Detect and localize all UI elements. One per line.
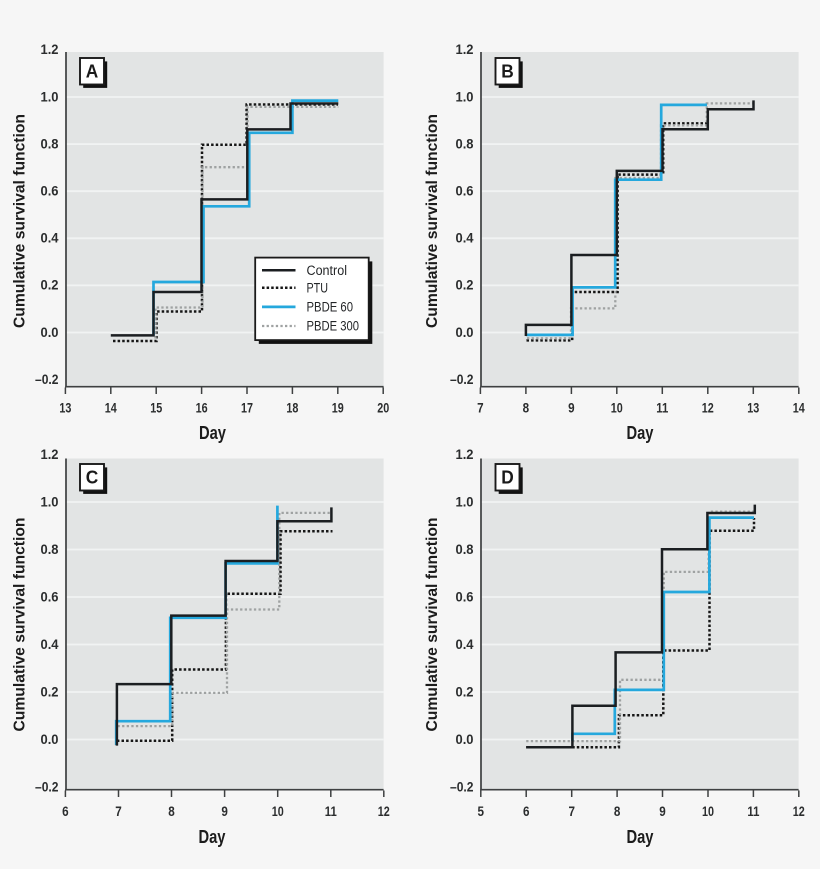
svg-text:9: 9 — [221, 803, 228, 819]
svg-text:13: 13 — [59, 400, 71, 416]
svg-text:0.4: 0.4 — [41, 230, 59, 246]
svg-text:0.8: 0.8 — [456, 541, 474, 557]
svg-text:0.8: 0.8 — [456, 135, 474, 151]
svg-text:14: 14 — [793, 400, 805, 416]
svg-text:12: 12 — [702, 400, 714, 416]
svg-text:D: D — [501, 468, 514, 488]
svg-text:18: 18 — [286, 400, 298, 416]
svg-text:0.0: 0.0 — [456, 731, 474, 747]
svg-text:5: 5 — [478, 803, 485, 819]
svg-text:11: 11 — [325, 803, 337, 819]
svg-text:0.6: 0.6 — [456, 588, 474, 604]
svg-text:13: 13 — [747, 400, 759, 416]
svg-text:Cumulative survival function: Cumulative survival function — [424, 114, 441, 328]
svg-text:10: 10 — [611, 400, 623, 416]
svg-text:8: 8 — [523, 400, 530, 416]
svg-text:0.2: 0.2 — [41, 277, 59, 293]
svg-text:–0.2: –0.2 — [35, 778, 59, 794]
svg-text:11: 11 — [747, 803, 759, 819]
svg-text:0.8: 0.8 — [41, 541, 59, 557]
svg-text:0.2: 0.2 — [456, 683, 474, 699]
svg-text:10: 10 — [272, 803, 284, 819]
svg-text:Day: Day — [199, 826, 227, 847]
svg-text:10: 10 — [702, 803, 714, 819]
svg-text:1.2: 1.2 — [41, 446, 59, 462]
svg-text:11: 11 — [656, 400, 668, 416]
svg-text:0.0: 0.0 — [456, 324, 474, 340]
svg-text:B: B — [501, 62, 514, 82]
svg-text:7: 7 — [477, 400, 484, 416]
svg-text:1.2: 1.2 — [41, 41, 59, 57]
svg-text:0.4: 0.4 — [456, 636, 474, 652]
svg-text:17: 17 — [241, 400, 253, 416]
svg-text:20: 20 — [377, 400, 389, 416]
svg-text:15: 15 — [150, 400, 162, 416]
svg-text:C: C — [86, 468, 99, 488]
svg-text:PBDE 300: PBDE 300 — [307, 319, 360, 334]
svg-text:Day: Day — [627, 826, 655, 847]
svg-text:0.8: 0.8 — [41, 135, 59, 151]
svg-text:7: 7 — [568, 803, 575, 819]
svg-text:7: 7 — [115, 803, 122, 819]
svg-text:0.2: 0.2 — [456, 277, 474, 293]
svg-text:1.0: 1.0 — [41, 88, 59, 104]
svg-text:1.0: 1.0 — [456, 493, 474, 509]
svg-text:9: 9 — [659, 803, 666, 819]
svg-text:1.2: 1.2 — [456, 446, 474, 462]
svg-text:–0.2: –0.2 — [450, 778, 474, 794]
svg-text:A: A — [86, 62, 99, 82]
svg-text:Day: Day — [627, 422, 655, 443]
svg-text:0.6: 0.6 — [41, 183, 59, 199]
svg-text:8: 8 — [168, 803, 175, 819]
svg-text:16: 16 — [196, 400, 208, 416]
svg-text:Cumulative survival function: Cumulative survival function — [12, 518, 29, 732]
svg-text:Cumulative survival function: Cumulative survival function — [424, 518, 441, 732]
svg-text:0.2: 0.2 — [41, 683, 59, 699]
svg-text:–0.2: –0.2 — [450, 371, 474, 387]
svg-text:Control: Control — [307, 263, 348, 278]
svg-text:0.0: 0.0 — [41, 731, 59, 747]
svg-text:0.0: 0.0 — [41, 324, 59, 340]
svg-text:0.6: 0.6 — [456, 183, 474, 199]
svg-text:1.0: 1.0 — [41, 493, 59, 509]
svg-text:9: 9 — [568, 400, 575, 416]
svg-text:0.6: 0.6 — [41, 588, 59, 604]
svg-text:6: 6 — [62, 803, 69, 819]
svg-text:14: 14 — [105, 400, 117, 416]
svg-text:12: 12 — [378, 803, 390, 819]
svg-text:1.0: 1.0 — [456, 88, 474, 104]
svg-text:8: 8 — [614, 803, 621, 819]
svg-text:–0.2: –0.2 — [35, 371, 59, 387]
svg-text:Cumulative survival function: Cumulative survival function — [12, 114, 29, 328]
svg-text:PBDE 60: PBDE 60 — [307, 300, 354, 315]
svg-text:0.4: 0.4 — [41, 636, 59, 652]
svg-text:1.2: 1.2 — [456, 41, 474, 57]
svg-text:6: 6 — [523, 803, 530, 819]
svg-text:Day: Day — [199, 422, 227, 443]
svg-text:0.4: 0.4 — [456, 230, 474, 246]
svg-text:PTU: PTU — [307, 281, 329, 296]
svg-text:12: 12 — [793, 803, 805, 819]
svg-text:19: 19 — [332, 400, 344, 416]
